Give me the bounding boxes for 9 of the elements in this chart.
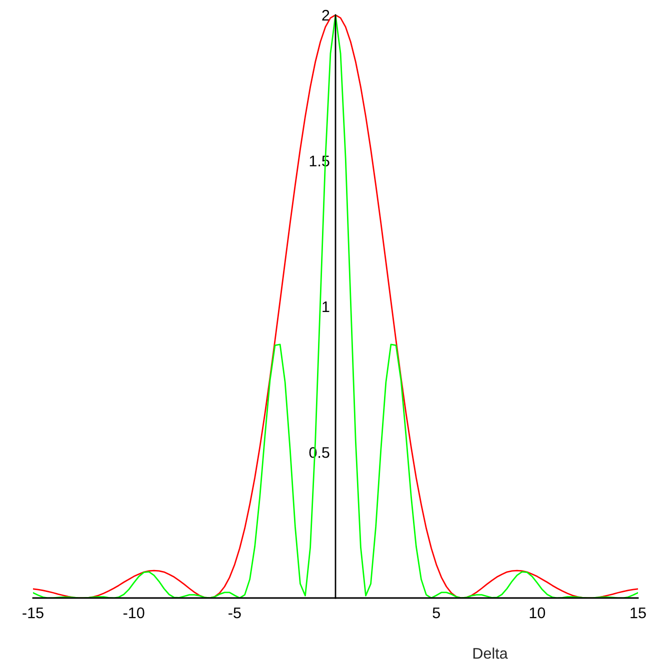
x-tick-label: 5 <box>432 608 440 618</box>
x-axis-title: Delta <box>473 648 508 659</box>
x-tick-label: -15 <box>22 608 44 618</box>
x-tick-label: 15 <box>630 608 646 618</box>
x-tick-label: -10 <box>123 607 144 618</box>
y-tick-label: 2 <box>322 10 330 21</box>
x-tick-label: -5 <box>228 608 241 618</box>
y-tick-label: 1 <box>322 302 330 312</box>
x-tick-label: 10 <box>530 607 546 618</box>
